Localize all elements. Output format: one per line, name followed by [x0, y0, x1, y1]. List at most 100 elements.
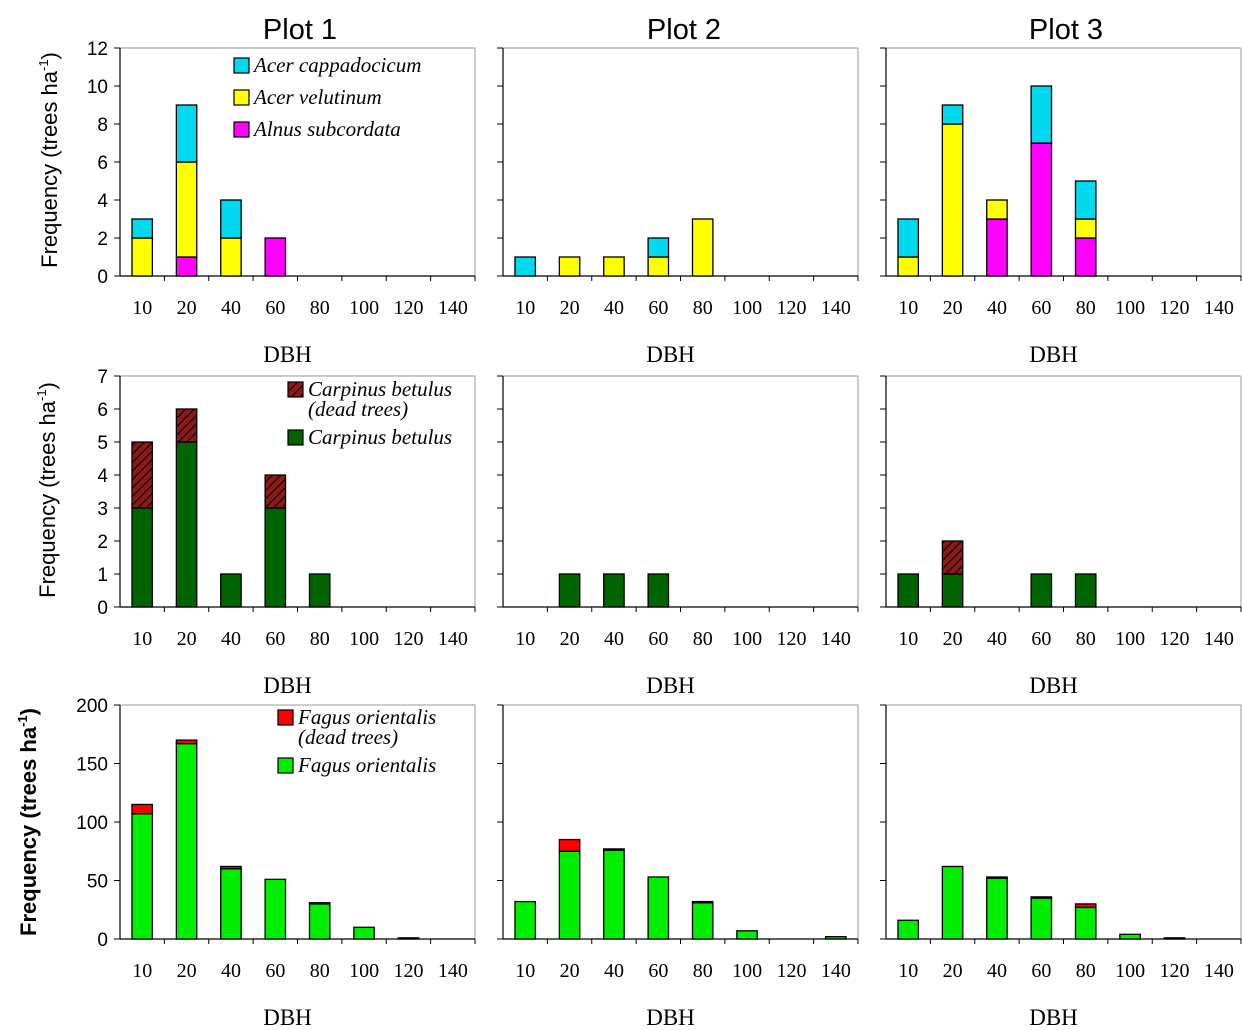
bar-segment [1119, 933, 1141, 940]
x-axis-title: DBH [1029, 342, 1078, 367]
bar-segment [986, 876, 1008, 879]
y-tick-label: 5 [97, 433, 108, 454]
column-title-plot-2: Plot 2 [647, 14, 721, 46]
bar-segment [897, 256, 920, 277]
y-tick-label: 4 [97, 466, 108, 487]
bar-segment [1030, 85, 1053, 144]
x-tick-label: 20 [943, 628, 963, 650]
x-tick-label: 40 [221, 960, 241, 982]
bar-segment [647, 237, 670, 258]
x-tick-label: 100 [1115, 297, 1145, 319]
ylabel-row-3: Frequency (trees ha-1) [15, 708, 41, 936]
x-tick-label: 140 [1204, 297, 1234, 319]
x-tick-label: 20 [177, 628, 197, 650]
x-tick-label: 10 [898, 960, 918, 982]
x-tick-label: 80 [693, 297, 713, 319]
bar-segment [308, 902, 331, 905]
x-tick-label: 60 [1031, 960, 1051, 982]
bar-segment [736, 930, 758, 940]
bar-segment [175, 104, 198, 163]
column-title-plot-1: Plot 1 [263, 14, 337, 46]
bar-segment [941, 123, 964, 277]
x-tick-label: 100 [1115, 960, 1145, 982]
y-tick-label: 0 [97, 598, 108, 619]
x-tick-label: 100 [349, 628, 379, 650]
bar-segment [220, 865, 242, 870]
x-tick-label: 10 [515, 297, 535, 319]
column-title-plot-3: Plot 3 [1029, 14, 1103, 46]
panel-r2-c2: 10 20 40 60 80 100 120 140 DBH [497, 375, 859, 698]
y-tick-label: 7 [97, 367, 108, 388]
x-tick-label: 20 [560, 960, 580, 982]
panel-r2-c3: 10 20 40 60 80 100 120 140 DBH [880, 375, 1242, 698]
bar-segment [941, 104, 964, 125]
panel-r3-c1: 0 50 100 150 200 10 20 40 60 80 100 120 140 DBH Fagus … [76, 696, 476, 1030]
bar-segment [647, 256, 670, 277]
plot-frame [885, 47, 1242, 277]
bar-segment [647, 573, 670, 608]
x-tick-label: 80 [693, 960, 713, 982]
panel-r1-c1: 0 2 4 6 8 10 12 10 20 40 60 80 100 120 140 DBH Acer capp… [87, 39, 476, 367]
x-tick-label: 120 [776, 960, 806, 982]
bar-segment [897, 573, 920, 608]
y-tick-label: 150 [76, 755, 108, 776]
bar-segment [220, 868, 242, 940]
x-tick-label: 100 [732, 297, 762, 319]
plot-frame [885, 375, 1242, 608]
x-tick-label: 140 [438, 960, 468, 982]
x-axis-title: DBH [646, 1005, 695, 1030]
bar-segment [175, 739, 198, 745]
x-tick-label: 140 [1204, 960, 1234, 982]
bar-segment [824, 936, 847, 940]
bar-segment [175, 742, 198, 940]
bar-segment [1074, 903, 1097, 909]
ylabel-row-2: Frequency (trees ha-1) [34, 382, 60, 598]
x-tick-label: 140 [1204, 628, 1234, 650]
legend-swatch [233, 89, 250, 106]
x-tick-label: 40 [221, 628, 241, 650]
bar-segment [558, 838, 581, 852]
x-tick-label: 40 [221, 297, 241, 319]
ylabel-row-1-sup: -1 [36, 59, 51, 71]
x-tick-label: 100 [732, 628, 762, 650]
x-tick-label: 60 [265, 960, 285, 982]
legend-swatch [287, 429, 304, 446]
bar-segment [558, 850, 581, 940]
x-tick-label: 100 [349, 960, 379, 982]
bar-segment [1163, 937, 1186, 940]
bar-segment [220, 237, 242, 277]
y-tick-label: 100 [76, 813, 108, 834]
x-tick-label: 140 [821, 960, 851, 982]
legend-label: Carpinus betulus [308, 425, 452, 449]
bar-segment [691, 218, 714, 277]
x-tick-label: 80 [1076, 297, 1096, 319]
bar-segment [941, 540, 964, 575]
legend-swatch [277, 757, 294, 774]
plot-frame [119, 47, 476, 277]
bar-segment [131, 813, 154, 940]
x-tick-label: 20 [560, 628, 580, 650]
x-tick-label: 80 [310, 297, 330, 319]
x-tick-label: 140 [438, 297, 468, 319]
bar-segment [1074, 237, 1097, 277]
x-tick-label: 120 [393, 628, 423, 650]
bar-segment [603, 573, 625, 608]
plot-frame [885, 704, 1242, 940]
bar-segment [264, 237, 287, 277]
x-tick-label: 10 [515, 960, 535, 982]
x-axis-title: DBH [1029, 673, 1078, 698]
bar-segment [1074, 180, 1097, 220]
x-tick-label: 40 [987, 960, 1007, 982]
bar-segment [220, 199, 242, 239]
legend-swatch [277, 709, 294, 726]
y-tick-label: 2 [97, 229, 108, 250]
x-tick-label: 40 [604, 297, 624, 319]
legend-swatch [233, 121, 250, 138]
panel-r3-c2: 10 20 40 60 80 100 120 140 DBH [497, 704, 859, 1030]
x-tick-label: 10 [132, 628, 152, 650]
y-tick-label: 3 [97, 499, 108, 520]
y-tick-label: 0 [97, 267, 108, 288]
bar-segment [603, 256, 625, 277]
bar-segment [691, 900, 714, 904]
